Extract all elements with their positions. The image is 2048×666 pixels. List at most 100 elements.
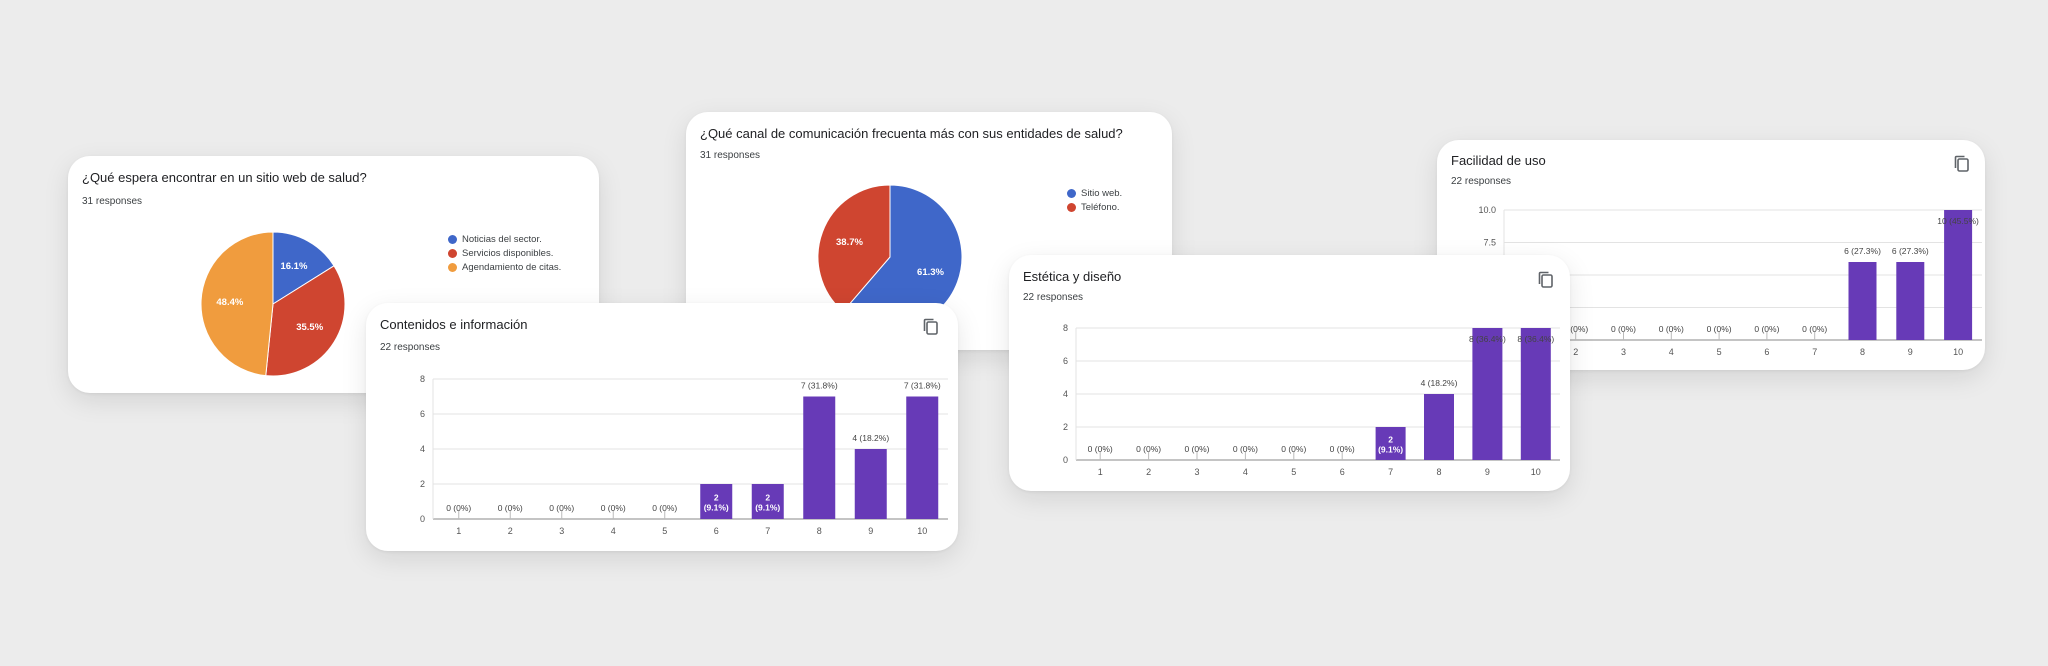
response-count: 31 responses (700, 150, 761, 161)
x-tick-label: 8 (1860, 347, 1865, 357)
x-tick-label: 5 (1717, 347, 1722, 357)
x-tick-label: 10 (1531, 467, 1541, 477)
pie-slice-label: 35.5% (296, 322, 323, 333)
bar-value-label: 0 (0%) (1184, 444, 1209, 454)
legend-dot (1067, 188, 1076, 198)
pie-chart: 61.3% 38.7% (817, 184, 963, 330)
y-tick-label: 7.5 (1483, 238, 1496, 248)
legend-label: Agendamiento de citas. (462, 261, 562, 273)
x-tick-label: 6 (1764, 347, 1769, 357)
bar-value-label: 0 (0%) (1233, 444, 1258, 454)
bar-value-label: 0 (0%) (549, 503, 574, 513)
legend-label: Sitio web. (1081, 187, 1123, 199)
x-tick-label: 1 (456, 526, 461, 536)
bar-value-label: (9.1%) (1378, 445, 1403, 455)
bar (854, 449, 887, 519)
pie-legend: Noticias del sector. Servicios disponibl… (448, 232, 561, 274)
bar-value-label: 2 (714, 493, 719, 503)
bar-value-label: 7 (31.8%) (801, 381, 838, 391)
bar-value-label: 0 (0%) (1611, 324, 1636, 334)
pie-chart: 16.1% 35.5% 48.4% (200, 231, 346, 377)
y-tick-label: 4 (420, 444, 425, 454)
x-tick-label: 4 (1669, 347, 1674, 357)
y-tick-label: 4 (1063, 389, 1068, 399)
y-tick-label: 0 (1063, 455, 1068, 465)
x-tick-label: 1 (1098, 467, 1103, 477)
response-count: 22 responses (1451, 176, 1512, 187)
legend-item: Noticias del sector. (448, 232, 561, 246)
y-tick-label: 8 (420, 374, 425, 384)
x-tick-label: 9 (868, 526, 873, 536)
card-title: Facilidad de uso (1451, 153, 1546, 168)
legend-dot (1067, 202, 1076, 212)
pie-slice (265, 265, 346, 377)
response-count: 22 responses (1023, 292, 1084, 303)
bar-value-label: 6 (27.3%) (1844, 246, 1881, 256)
legend-item: Teléfono. (1067, 200, 1122, 214)
copy-icon[interactable] (1536, 270, 1556, 290)
pie-legend: Sitio web. Teléfono. (1067, 186, 1122, 214)
y-tick-label: 2 (420, 479, 425, 489)
pie-slice-label: 48.4% (216, 297, 243, 308)
copy-icon[interactable] (921, 317, 941, 337)
bar (803, 396, 836, 519)
legend-item: Agendamiento de citas. (448, 260, 561, 274)
bar (1520, 328, 1551, 460)
bar (751, 484, 784, 519)
bar-value-label: 0 (0%) (498, 503, 523, 513)
x-tick-label: 10 (1953, 347, 1963, 357)
bar-value-label: 0 (0%) (1707, 324, 1732, 334)
x-tick-label: 2 (1146, 467, 1151, 477)
copy-icon[interactable] (1952, 154, 1972, 174)
legend-label: Servicios disponibles. (462, 247, 554, 259)
bar-value-label: 2 (765, 493, 770, 503)
card-title: Estética y diseño (1023, 269, 1122, 284)
bar-value-label: 0 (0%) (1330, 444, 1355, 454)
bar (1896, 262, 1925, 340)
legend-item: Servicios disponibles. (448, 246, 561, 260)
bar-value-label: 0 (0%) (601, 503, 626, 513)
legend-dot (448, 248, 457, 258)
x-tick-label: 3 (559, 526, 564, 536)
x-tick-label: 4 (611, 526, 616, 536)
response-count: 31 responses (82, 196, 143, 207)
bar-value-label: 0 (0%) (1136, 444, 1161, 454)
bar-value-label: 6 (27.3%) (1892, 246, 1929, 256)
bar-value-label: 0 (0%) (1088, 444, 1113, 454)
bar-value-label: 0 (0%) (1659, 324, 1684, 334)
pie-slice (272, 231, 335, 305)
bar-value-label: 10 (45.5%) (1937, 216, 1979, 226)
bar-value-label: 4 (18.2%) (1421, 378, 1458, 388)
y-tick-label: 0 (420, 514, 425, 524)
bar-chart: 0 2 4 6 8 0 (0%) 1 0 (0%) 2 0 (0%) 3 0 (0%) 4 0 (0%) 5… (1063, 323, 1560, 477)
bar-value-label: 7 (31.8%) (904, 381, 941, 391)
y-tick-label: 2 (1063, 422, 1068, 432)
pie-slice (817, 184, 891, 313)
card-sitio-web-salud: ¿Qué espera encontrar en un sitio web de… (68, 156, 599, 393)
pie-slice-label: 61.3% (917, 267, 944, 278)
bar-value-label: 2 (1388, 435, 1393, 445)
y-tick-label: 8 (1063, 323, 1068, 333)
x-tick-label: 2 (508, 526, 513, 536)
bar-value-label: 8 (36.4%) (1469, 334, 1506, 344)
card-title: ¿Qué canal de comunicación frecuenta más… (700, 126, 1123, 141)
pie-slice-label: 38.7% (836, 237, 863, 248)
bar-value-label: 0 (0%) (1563, 324, 1588, 334)
x-tick-label: 7 (765, 526, 770, 536)
pie-slice-label: 16.1% (280, 261, 307, 272)
x-tick-label: 3 (1194, 467, 1199, 477)
bar-value-label: 0 (0%) (1754, 324, 1779, 334)
x-tick-label: 6 (1340, 467, 1345, 477)
bar-value-label: 0 (0%) (1281, 444, 1306, 454)
bar (1944, 210, 1973, 340)
legend-label: Teléfono. (1081, 201, 1120, 213)
bar (1375, 427, 1406, 460)
card-title: ¿Qué espera encontrar en un sitio web de… (82, 170, 367, 185)
legend-dot (448, 262, 457, 272)
bar (1848, 262, 1877, 340)
bar-value-label: 0 (0%) (652, 503, 677, 513)
x-tick-label: 10 (917, 526, 927, 536)
x-tick-label: 7 (1388, 467, 1393, 477)
card-contenidos-informacion: Contenidos e información 22 responses 0 2… (366, 303, 958, 551)
x-tick-label: 6 (714, 526, 719, 536)
